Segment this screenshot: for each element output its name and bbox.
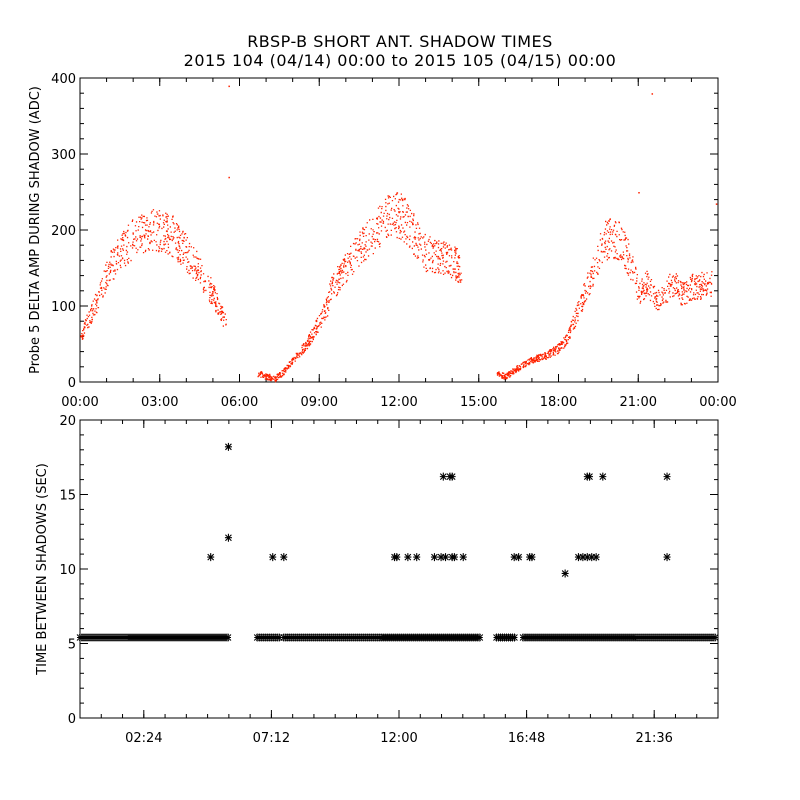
shadow-interval-point: [583, 553, 591, 562]
shadow-interval-baseline: [76, 633, 232, 642]
bottom-x-tick-label: 02:24: [125, 731, 162, 746]
top-y-axis-label: Probe 5 DELTA AMP DURING SHADOW (ADC): [28, 86, 43, 374]
shadow-interval-point: [515, 553, 523, 562]
shadow-amp-series: [328, 192, 463, 303]
shadow-interval-point: [442, 553, 450, 562]
top-x-tick-label: 18:00: [540, 395, 577, 410]
shadow-interval-point: [224, 533, 232, 542]
shadow-interval-point: [430, 553, 438, 562]
shadow-amp-series: [496, 218, 713, 380]
shadow-interval-point: [439, 472, 447, 481]
top-y-tick-label: 300: [51, 148, 76, 163]
bottom-y-tick-label: 0: [68, 712, 76, 727]
top-x-tick-label: 21:00: [620, 395, 657, 410]
bottom-plot-frame: [79, 419, 719, 719]
shadow-interval-baseline-marks: [76, 633, 232, 642]
shadow-interval-baseline-marks: [253, 633, 283, 642]
bottom-y-tick-label: 10: [59, 563, 76, 578]
shadow-interval-point: [393, 553, 401, 562]
top-x-tick-label: 03:00: [141, 395, 178, 410]
shadow-interval-point: [663, 472, 671, 481]
bottom-x-tick-label: 07:12: [253, 731, 290, 746]
top-y-tick-label: 400: [51, 72, 76, 87]
chart-title: RBSP-B SHORT ANT. SHADOW TIMES: [247, 32, 553, 51]
bottom-y-tick-label: 20: [59, 414, 76, 429]
shadow-interval-baseline: [280, 633, 484, 642]
shadow-interval-baseline-marks: [280, 633, 484, 642]
top-x-tick-label: 00:00: [61, 395, 98, 410]
top-x-tick-label: 15:00: [460, 395, 497, 410]
top-y-tick-label: 0: [68, 376, 76, 391]
shadow-interval-point: [207, 553, 215, 562]
shadow-interval-point: [437, 553, 445, 562]
shadow-amp-outlier: [638, 192, 640, 194]
top-x-tick-label: 12:00: [380, 395, 417, 410]
shadow-interval-point: [404, 553, 412, 562]
shadow-amp-outlier: [715, 203, 718, 205]
shadow-interval-point: [459, 553, 467, 562]
top-x-tick-label: 06:00: [221, 395, 258, 410]
shadow-interval-point: [224, 442, 232, 451]
shadow-amp-outlier: [228, 176, 230, 179]
shadow-interval-point: [561, 569, 569, 578]
shadow-interval-point: [592, 553, 600, 562]
top-y-tick-label: 100: [51, 300, 76, 315]
bottom-x-tick-label: 12:00: [380, 731, 417, 746]
shadow-interval-point: [450, 553, 458, 562]
shadow-interval-point: [448, 472, 456, 481]
shadow-interval-baseline-marks: [493, 633, 518, 642]
shadow-interval-baseline: [493, 633, 518, 642]
shadow-interval-point: [586, 472, 594, 481]
shadow-amp-series: [257, 296, 330, 383]
shadow-amp-outlier: [651, 93, 654, 95]
shadow-interval-point: [413, 553, 421, 562]
chart-subtitle: 2015 104 (04/14) 00:00 to 2015 105 (04/1…: [183, 51, 617, 70]
shadow-interval-baseline: [253, 633, 283, 642]
shadow-interval-point: [269, 553, 277, 562]
top-x-tick-label: 09:00: [301, 395, 338, 410]
top-y-tick-label: 200: [51, 224, 76, 239]
bottom-y-tick-label: 5: [68, 638, 76, 653]
shadow-interval-baseline: [519, 633, 719, 642]
shadow-interval-point: [574, 553, 582, 562]
bottom-x-tick-label: 21:36: [635, 731, 672, 746]
shadow-interval-baseline-marks: [519, 633, 719, 642]
shadow-interval-point: [280, 553, 288, 562]
top-x-tick-label: 00:00: [699, 395, 736, 410]
bottom-x-tick-label: 16:48: [508, 731, 545, 746]
shadow-interval-point: [663, 553, 671, 562]
shadow-interval-point: [528, 553, 536, 562]
shadow-amp-series: [80, 209, 227, 340]
shadow-interval-point: [599, 472, 607, 481]
shadow-interval-point: [510, 553, 518, 562]
shadow-interval-point: [588, 553, 596, 562]
shadow-interval-point: [579, 553, 587, 562]
bottom-y-axis-label: TIME BETWEEN SHADOWS (SEC): [35, 463, 50, 676]
bottom-y-tick-label: 15: [59, 489, 76, 504]
shadow-amp-outlier: [228, 85, 230, 88]
